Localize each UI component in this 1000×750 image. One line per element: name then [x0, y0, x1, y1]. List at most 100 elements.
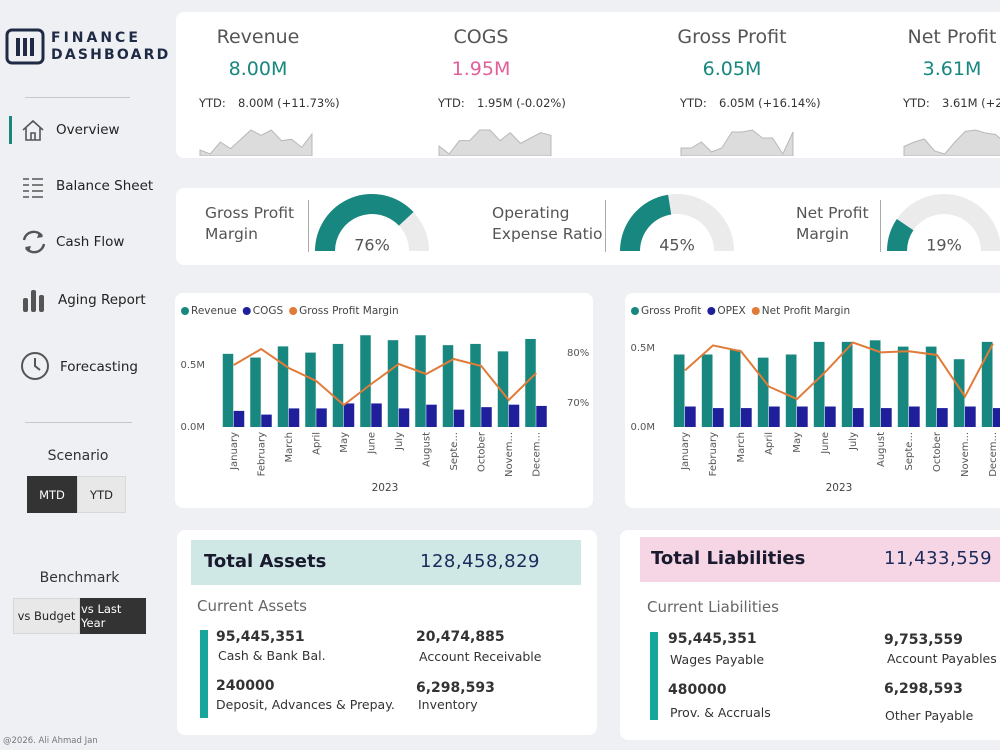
bar: [305, 352, 316, 427]
gauge-value: 19%: [926, 236, 962, 255]
gauge: 45%: [620, 194, 734, 255]
x-tick-label: July: [394, 432, 405, 451]
nav-label: Overview: [56, 122, 120, 138]
bar: [508, 404, 520, 427]
x-tick-label: April: [311, 432, 322, 455]
x-tick-label: May: [339, 432, 350, 453]
x-tick-label: February: [256, 432, 267, 476]
bar: [343, 403, 355, 427]
sparkline: [438, 129, 552, 156]
card-total: 128,458,829: [420, 551, 541, 572]
bar: [525, 338, 536, 427]
toggle-button[interactable]: YTD: [77, 476, 126, 513]
ytd-label: YTD:: [680, 96, 707, 110]
legend-swatch: [242, 307, 251, 315]
kpi-label: Net Profit: [907, 26, 997, 48]
chart-card: Gross Profit OPEX Net Profit Margin 0.0M 0.5…: [625, 293, 1000, 508]
x-tick-label: March: [284, 432, 295, 462]
bar: [953, 359, 965, 427]
bar: [741, 408, 752, 427]
x-tick-label: January: [680, 432, 691, 471]
bar: [909, 406, 920, 427]
gauge-card: Gross Profit Margin 76% Operating Expense Ra…: [176, 188, 1000, 265]
bar: [757, 357, 769, 427]
legend-label: Gross Profit: [641, 305, 701, 317]
sparkline-area: [903, 129, 1000, 156]
gauge-label: Expense Ratio: [492, 225, 603, 243]
kpi-value: 3.61M: [922, 58, 982, 80]
x-tick-label: Novem...: [960, 432, 971, 477]
legend-swatch: [751, 307, 760, 315]
bar: [813, 341, 825, 427]
gauge-fill: [620, 194, 672, 251]
item-label: Account Payables: [887, 651, 997, 666]
item-value: 6,298,593: [884, 681, 963, 697]
x-tick-label: January: [229, 432, 240, 471]
gauge-label: Margin: [205, 225, 258, 243]
legend-swatch: [181, 307, 189, 315]
toggle-button[interactable]: vs Budget: [13, 598, 80, 634]
y2-tick-label: 80%: [567, 348, 589, 359]
x-tick-label: July: [848, 432, 859, 451]
x-tick-label: Decem...: [988, 432, 999, 477]
bar: [453, 409, 465, 427]
bar: [701, 354, 713, 427]
nav-item[interactable]: Aging Report: [10, 286, 165, 314]
gauge-value: 76%: [354, 236, 390, 255]
card-subtitle: Current Liabilities: [647, 598, 779, 616]
y-tick-label: 0.5M: [180, 360, 205, 371]
y2-tick-label: 70%: [567, 398, 589, 409]
sparkline: [903, 129, 1000, 156]
bar: [415, 335, 426, 427]
x-tick-label: October: [476, 431, 487, 472]
toggle-button[interactable]: vs Last Year: [80, 598, 146, 634]
x-tick-label: August: [876, 432, 887, 467]
divider: [880, 200, 881, 252]
bar: [797, 406, 808, 427]
bar: [965, 406, 976, 427]
gauge-label: Margin: [796, 225, 849, 243]
nav-item[interactable]: Cash Flow: [10, 228, 165, 256]
bar: [993, 408, 1000, 427]
x-tick-label: Septe...: [449, 432, 460, 470]
bar: [288, 408, 300, 427]
nav-label: Aging Report: [58, 292, 146, 308]
divider: [25, 422, 132, 423]
kpi-value: 6.05M: [702, 58, 762, 80]
bar: [841, 341, 853, 427]
kpi-card: Revenue 8.00M YTD: 8.00M (+11.73%) COGS 1.95M…: [176, 12, 1000, 158]
gauge: 19%: [887, 194, 1000, 255]
icon: [22, 119, 44, 141]
gauge-label: Operating: [492, 204, 570, 222]
bar: [233, 410, 245, 427]
legend-label: OPEX: [717, 305, 745, 317]
nav-item[interactable]: Balance Sheet: [10, 172, 165, 200]
bar: [261, 414, 272, 427]
bar: [673, 354, 685, 427]
item-label: Wages Payable: [670, 652, 765, 667]
x-tick-label: June: [366, 432, 377, 455]
gauge-fill: [315, 194, 414, 251]
active-indicator: [9, 116, 12, 144]
y-tick-label: 0.5M: [630, 343, 655, 354]
x-tick-label: April: [764, 432, 775, 455]
bar: [481, 407, 492, 427]
legend-label: Net Profit Margin: [762, 305, 850, 317]
ytd-label: YTD:: [199, 96, 226, 110]
icon: [22, 230, 46, 254]
bar: [825, 406, 836, 427]
gauge-label: Net Profit: [796, 204, 869, 222]
toggle-button[interactable]: MTD: [27, 476, 77, 513]
gauge-track: [887, 194, 1000, 251]
nav-item[interactable]: Overview: [9, 116, 165, 144]
ytd-label: YTD:: [438, 96, 465, 110]
bar: [729, 349, 741, 427]
liabilities-card: Total Liabilities 11,433,559 Current Lia…: [620, 530, 1000, 740]
ytd-value: 8.00M (+11.73%): [238, 96, 340, 110]
item-label: Other Payable: [885, 708, 974, 723]
y-tick-label: 0.0M: [630, 422, 655, 433]
nav-item[interactable]: Forecasting: [10, 350, 165, 382]
legend-swatch: [631, 307, 639, 315]
x-tick-label: Novem...: [504, 432, 515, 477]
